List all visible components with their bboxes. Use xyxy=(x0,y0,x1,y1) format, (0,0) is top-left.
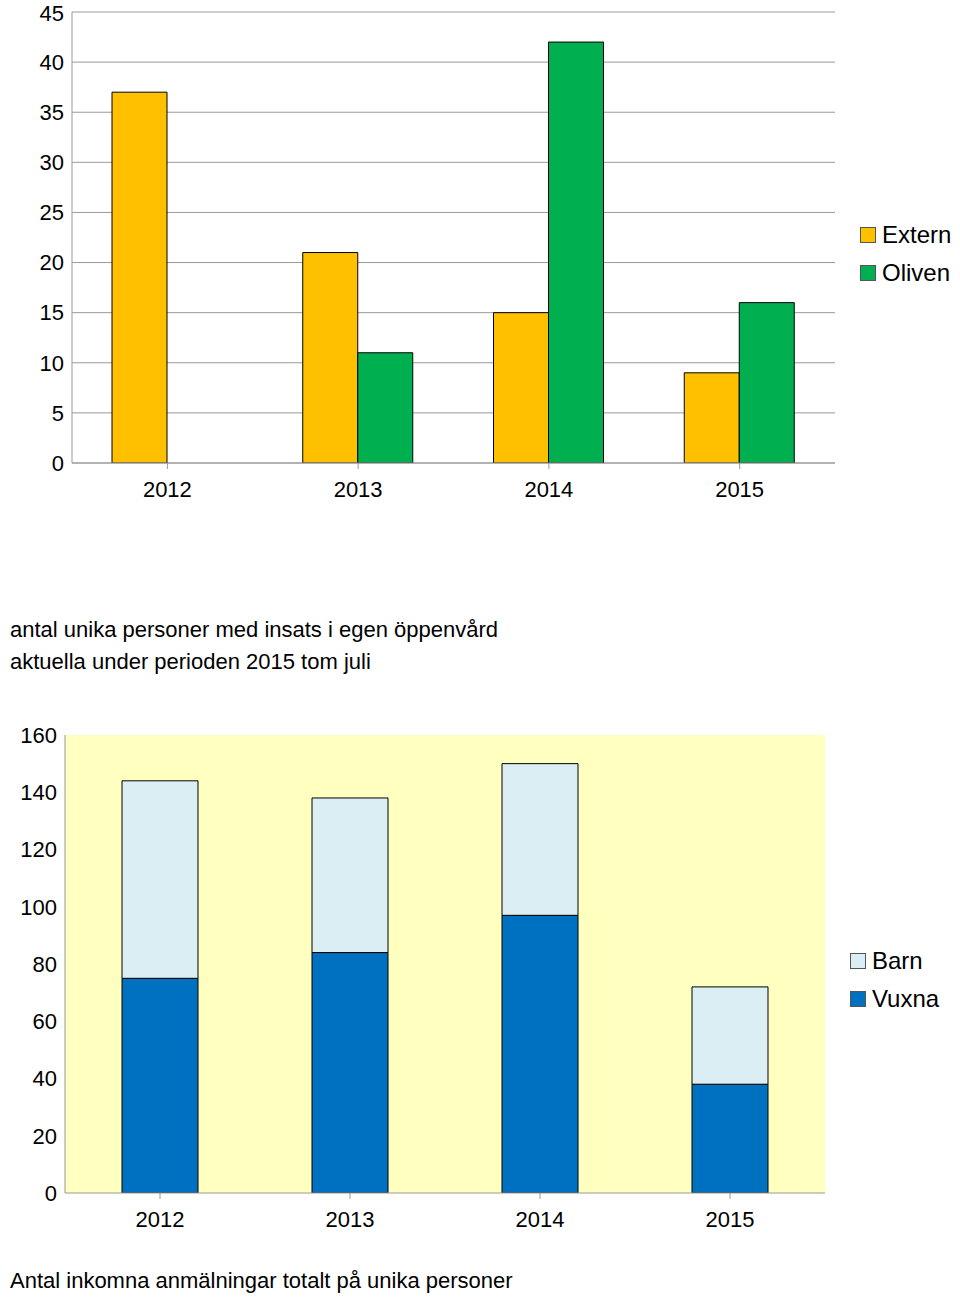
svg-text:25: 25 xyxy=(40,200,64,225)
svg-text:40: 40 xyxy=(40,50,64,75)
html-text:Antal inkomna anmälningar tota: Antal inkomna anmälningar totalt på unik… xyxy=(10,1268,513,1293)
svg-text:2014: 2014 xyxy=(524,477,573,502)
svg-text:30: 30 xyxy=(40,150,64,175)
html-text:Barn: Barn xyxy=(872,947,923,974)
svg-text:5: 5 xyxy=(52,401,64,426)
svg-text:15: 15 xyxy=(40,300,64,325)
svg-text:2015: 2015 xyxy=(715,477,764,502)
svg-text:0: 0 xyxy=(45,1181,57,1206)
svg-text:20: 20 xyxy=(40,250,64,275)
svg-text:2013: 2013 xyxy=(334,477,383,502)
svg-text:80: 80 xyxy=(33,952,57,977)
svg-text:60: 60 xyxy=(33,1009,57,1034)
svg-text:2012: 2012 xyxy=(143,477,192,502)
svg-text:2014: 2014 xyxy=(516,1207,565,1232)
html-text:antal unika personer med insat: antal unika personer med insats i egen ö… xyxy=(10,617,498,642)
html-text:Oliven: Oliven xyxy=(882,259,950,286)
svg-text:2012: 2012 xyxy=(136,1207,185,1232)
svg-text:120: 120 xyxy=(20,837,57,862)
svg-text:35: 35 xyxy=(40,100,64,125)
svg-text:160: 160 xyxy=(20,723,57,748)
svg-text:20: 20 xyxy=(33,1124,57,1149)
html-text:aktuella under perioden 2015 t: aktuella under perioden 2015 tom juli xyxy=(10,649,371,674)
svg-text:10: 10 xyxy=(40,351,64,376)
svg-text:40: 40 xyxy=(33,1066,57,1091)
svg-text:0: 0 xyxy=(52,451,64,476)
svg-text:100: 100 xyxy=(20,895,57,920)
svg-text:2013: 2013 xyxy=(326,1207,375,1232)
html-text:Vuxna: Vuxna xyxy=(872,985,940,1012)
svg-text:45: 45 xyxy=(40,1,64,26)
svg-text:2015: 2015 xyxy=(706,1207,755,1232)
html-text:Extern: Extern xyxy=(882,221,952,248)
svg-text:140: 140 xyxy=(20,780,57,805)
